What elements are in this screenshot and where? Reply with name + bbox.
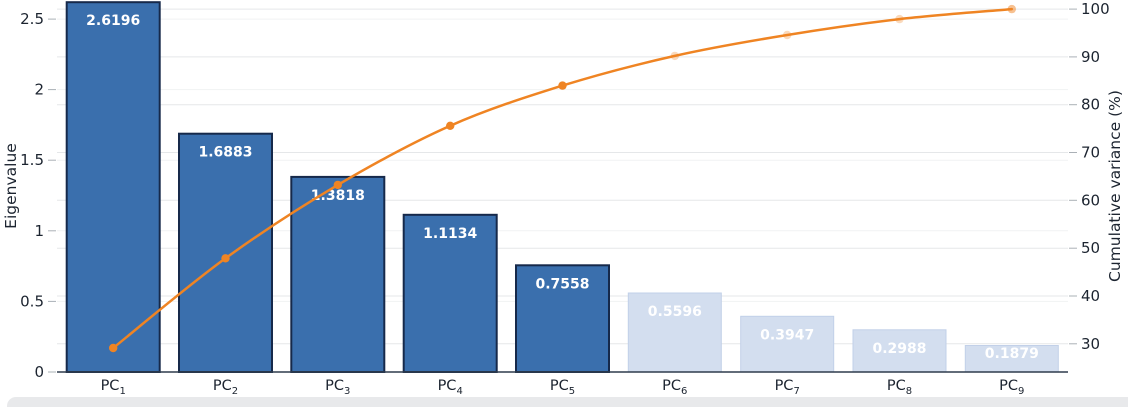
x-tick-subscript: 8 [906, 386, 912, 397]
right-tick-label: 40 [1081, 287, 1100, 305]
x-tick-subscript: 9 [1018, 386, 1024, 397]
left-tick-label: 2 [34, 81, 44, 99]
eigenvalue-bars: 2.61961.68831.38181.11340.75580.55960.39… [65, 1, 1059, 373]
bar-pc9[interactable] [964, 345, 1059, 373]
left-tick-label: 1 [34, 222, 44, 240]
x-tick-subscript: 7 [793, 386, 799, 397]
right-tick-label: 60 [1081, 191, 1100, 209]
bar-pc6[interactable] [627, 292, 722, 373]
x-tick-subscript: 6 [681, 386, 687, 397]
line-marker-pc5[interactable] [558, 81, 567, 90]
bar-value-label: 0.3947 [760, 327, 814, 343]
bar-value-label: 1.1134 [423, 226, 477, 242]
bar-pc3[interactable] [290, 175, 386, 373]
line-marker-pc2[interactable] [221, 254, 230, 263]
line-marker-pc6[interactable] [670, 51, 679, 61]
x-tick-label-pc3: PC3 [325, 378, 350, 397]
line-marker-pc8[interactable] [895, 14, 904, 24]
x-tick-subscript: 5 [569, 386, 575, 397]
right-tick-label: 100 [1081, 0, 1110, 18]
left-tick-label: 2.5 [20, 10, 44, 28]
bar-pc5[interactable] [515, 264, 610, 373]
x-tick-prefix: PC [325, 378, 344, 394]
bar-pc1[interactable] [65, 1, 161, 373]
line-marker-pc3[interactable] [333, 180, 342, 190]
x-tick-label-pc6: PC6 [662, 378, 687, 397]
axis-ticks: 0 0.5 1 1.5 2 2.5 30 40 50 60 70 80 90 100 [20, 0, 1110, 381]
x-tick-label-pc1: PC1 [101, 378, 126, 397]
x-tick-subscript: 4 [456, 386, 462, 397]
x-tick-label-pc5: PC5 [550, 378, 575, 397]
line-marker-pc7[interactable] [783, 30, 792, 40]
bar-pc2[interactable] [178, 132, 273, 373]
x-tick-subscript: 1 [119, 386, 125, 397]
x-tick-subscript: 2 [232, 386, 238, 397]
bar-value-label: 0.2988 [872, 341, 926, 357]
bar-value-label: 2.6196 [86, 13, 140, 29]
x-tick-prefix: PC [213, 378, 232, 394]
x-tick-label-pc2: PC2 [213, 378, 238, 397]
x-tick-prefix: PC [438, 378, 457, 394]
bar-value-label: 1.6883 [198, 145, 252, 161]
right-axis-title: Cumulative variance (%) [1106, 90, 1124, 282]
x-tick-prefix: PC [887, 378, 906, 394]
x-tick-label-pc7: PC7 [775, 378, 800, 397]
left-tick-label: 1.5 [20, 151, 44, 169]
line-marker-pc9[interactable] [1007, 4, 1016, 14]
x-tick-prefix: PC [550, 378, 569, 394]
x-tick-subscript: 3 [344, 386, 350, 397]
bar-pc8[interactable] [852, 329, 947, 373]
bar-pc7[interactable] [740, 315, 835, 373]
x-tick-label-pc8: PC8 [887, 378, 912, 397]
x-tick-prefix: PC [999, 378, 1018, 394]
x-tick-prefix: PC [662, 378, 681, 394]
right-tick-label: 80 [1081, 96, 1100, 114]
bar-value-label: 0.7558 [535, 276, 589, 292]
left-tick-label: 0 [34, 363, 44, 381]
right-tick-label: 70 [1081, 144, 1100, 162]
page-below-edge [7, 397, 1128, 407]
left-tick-label: 0.5 [20, 292, 44, 310]
x-tick-prefix: PC [775, 378, 794, 394]
x-tick-prefix: PC [101, 378, 120, 394]
right-tick-label: 30 [1081, 335, 1100, 353]
bar-pc4[interactable] [402, 213, 498, 373]
bar-value-label: 0.1879 [985, 346, 1039, 362]
x-tick-label-pc4: PC4 [438, 378, 463, 397]
left-axis-title: Eigenvalue [2, 143, 20, 229]
chart-canvas: 2.61961.68831.38181.11340.75580.55960.39… [2, 0, 1124, 397]
line-marker-pc4[interactable] [446, 121, 455, 130]
line-marker-pc1[interactable] [109, 343, 118, 353]
x-tick-label-pc9: PC9 [999, 378, 1024, 397]
cumulative-variance-line [111, 7, 1014, 350]
right-tick-label: 90 [1081, 48, 1100, 66]
bar-value-label: 0.5596 [648, 304, 702, 320]
right-tick-label: 50 [1081, 239, 1100, 257]
